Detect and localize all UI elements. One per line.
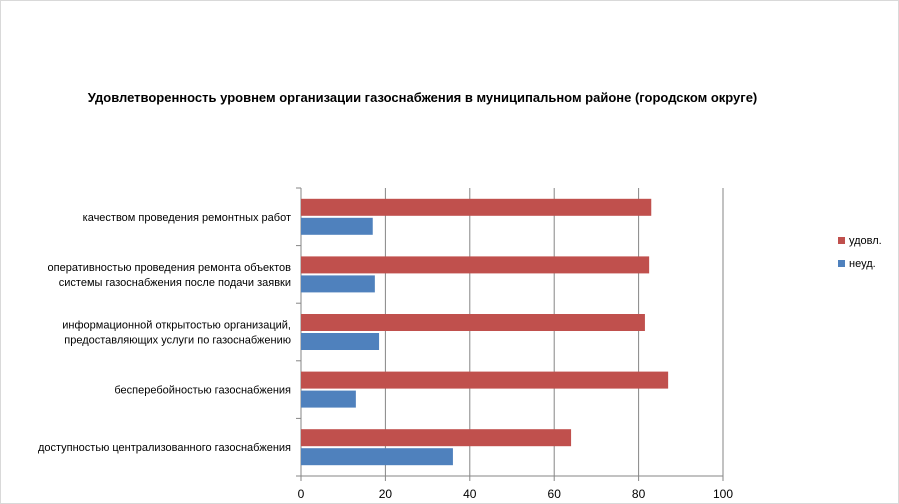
bar-udovl [301, 256, 650, 274]
bar-neud [301, 448, 453, 466]
x-tick-label: 100 [713, 487, 733, 501]
category-label: оперативностью проведения ремонта объект… [48, 262, 292, 289]
chart-title: Удовлетворенность уровнем организации га… [87, 90, 758, 105]
x-tick-label: 60 [548, 487, 562, 501]
category-label: бесперебойностью газоснабжения [114, 385, 291, 397]
bar-neud [301, 390, 356, 408]
x-tick-label: 0 [298, 487, 305, 501]
x-tick-label: 40 [463, 487, 477, 501]
legend-label: удовл. [849, 235, 882, 247]
category-label: доступностью централизованного газоснабж… [38, 442, 291, 454]
bar-neud [301, 217, 373, 235]
x-tick-label: 20 [379, 487, 393, 501]
legend-label: неуд. [849, 258, 876, 270]
bar-udovl [301, 198, 652, 216]
x-tick-label: 80 [632, 487, 646, 501]
bar-udovl [301, 429, 572, 447]
bar-neud [301, 333, 380, 350]
legend-swatch [838, 260, 845, 267]
bar-udovl [301, 314, 645, 331]
bar-neud [301, 275, 375, 293]
category-label: качеством проведения ремонтных работ [83, 212, 291, 224]
category-label: информационной открытостью организаций, п… [62, 320, 291, 347]
bar-udovl [301, 371, 669, 389]
legend-swatch [838, 237, 845, 244]
